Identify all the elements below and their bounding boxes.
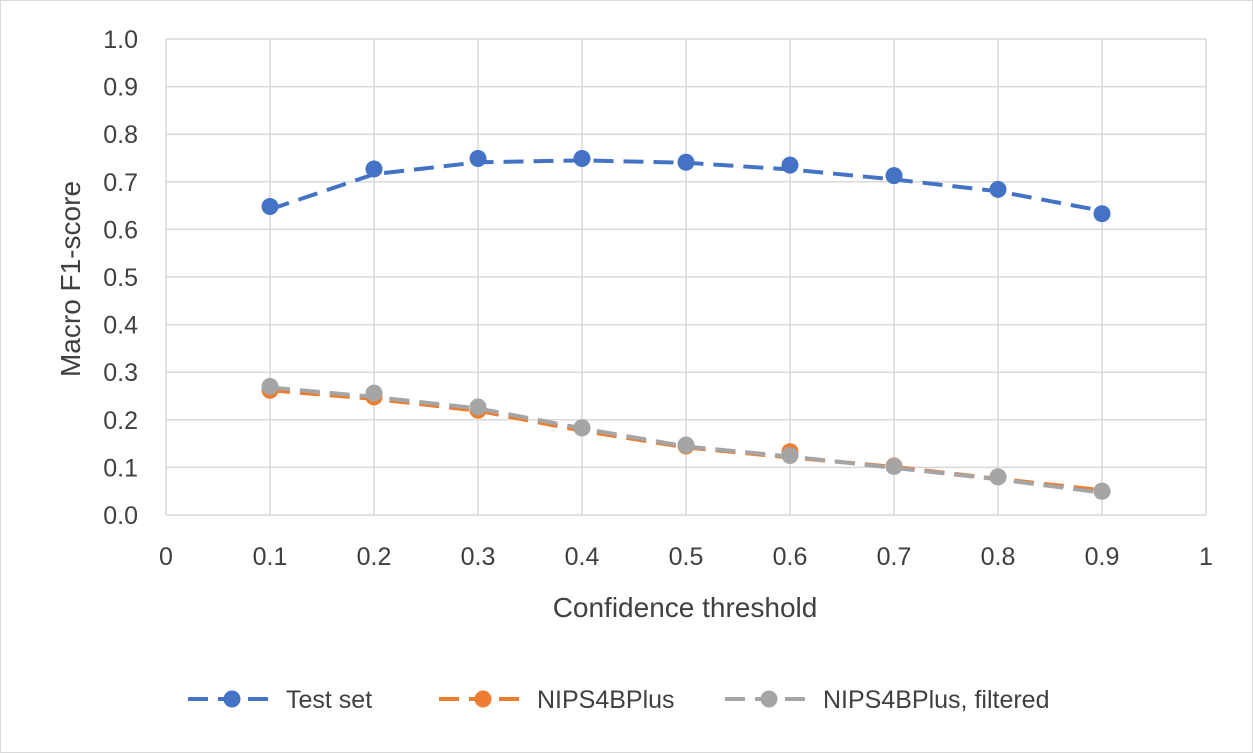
y-tick-label: 0.1 bbox=[103, 454, 138, 482]
legend-label: Test set bbox=[286, 686, 372, 714]
x-tick-label: 0.3 bbox=[461, 543, 496, 571]
y-tick-label: 0.6 bbox=[103, 216, 138, 244]
data-point bbox=[1093, 482, 1111, 500]
data-point bbox=[365, 160, 383, 178]
y-tick-label: 0.2 bbox=[103, 407, 138, 435]
x-tick-label: 0.8 bbox=[981, 543, 1016, 571]
data-point bbox=[781, 447, 799, 464]
x-tick-label: 0.9 bbox=[1085, 543, 1120, 571]
y-axis-title: Macro F1-score bbox=[55, 181, 86, 377]
data-point bbox=[573, 419, 591, 437]
data-point bbox=[781, 156, 799, 174]
data-point bbox=[677, 153, 695, 171]
x-axis-title: Confidence threshold bbox=[553, 592, 818, 623]
x-tick-label: 0.4 bbox=[565, 543, 600, 571]
grid bbox=[165, 38, 1207, 516]
data-point bbox=[573, 149, 591, 167]
x-tick-label: 0.2 bbox=[357, 543, 392, 571]
y-tick-label: 1.0 bbox=[103, 26, 138, 54]
x-tick-label: 1 bbox=[1199, 543, 1213, 571]
data-point bbox=[365, 384, 383, 402]
data-point bbox=[1093, 205, 1111, 223]
series-lines bbox=[261, 149, 1111, 500]
data-point bbox=[989, 468, 1007, 486]
data-point bbox=[261, 198, 279, 216]
data-point bbox=[677, 436, 695, 454]
legend-label: NIPS4BPlus bbox=[537, 686, 675, 714]
legend-item: Test set bbox=[188, 686, 372, 714]
data-point bbox=[885, 167, 903, 185]
y-tick-label: 0.7 bbox=[103, 169, 138, 197]
y-tick-label: 0.8 bbox=[103, 121, 138, 149]
y-tick-label: 0.3 bbox=[103, 359, 138, 387]
series-3 bbox=[261, 377, 1111, 500]
data-point bbox=[261, 377, 279, 395]
legend-item: NIPS4BPlus bbox=[439, 686, 675, 714]
legend-item: NIPS4BPlus, filtered bbox=[725, 686, 1050, 714]
x-tick-label: 0.1 bbox=[253, 543, 288, 571]
legend-label: NIPS4BPlus, filtered bbox=[823, 686, 1050, 714]
x-tick-label: 0.5 bbox=[669, 543, 704, 571]
y-tick-label: 0.9 bbox=[103, 74, 138, 102]
legend-swatch-marker bbox=[223, 690, 241, 708]
legend-swatch-marker bbox=[760, 690, 778, 708]
series-1 bbox=[261, 149, 1111, 223]
data-point bbox=[469, 398, 487, 416]
legend: Test set NIPS4BPlus NIPS4BPlus, filtered bbox=[188, 686, 1050, 714]
legend-swatch-marker bbox=[474, 690, 492, 708]
data-point bbox=[885, 457, 903, 475]
y-tick-label: 0.0 bbox=[103, 502, 138, 530]
x-tick-label: 0 bbox=[159, 543, 173, 571]
data-point bbox=[989, 180, 1007, 198]
y-tick-label: 0.4 bbox=[103, 312, 138, 340]
tick-labels: 0.0 0.1 0.2 0.3 0.4 0.5 0.6 0.7 0.8 0.9 1.0 0 0.1 0.2… bbox=[103, 26, 1213, 571]
x-tick-label: 0.6 bbox=[773, 543, 808, 571]
data-point bbox=[469, 149, 487, 167]
y-tick-label: 0.5 bbox=[103, 264, 138, 292]
x-tick-label: 0.7 bbox=[877, 543, 912, 571]
